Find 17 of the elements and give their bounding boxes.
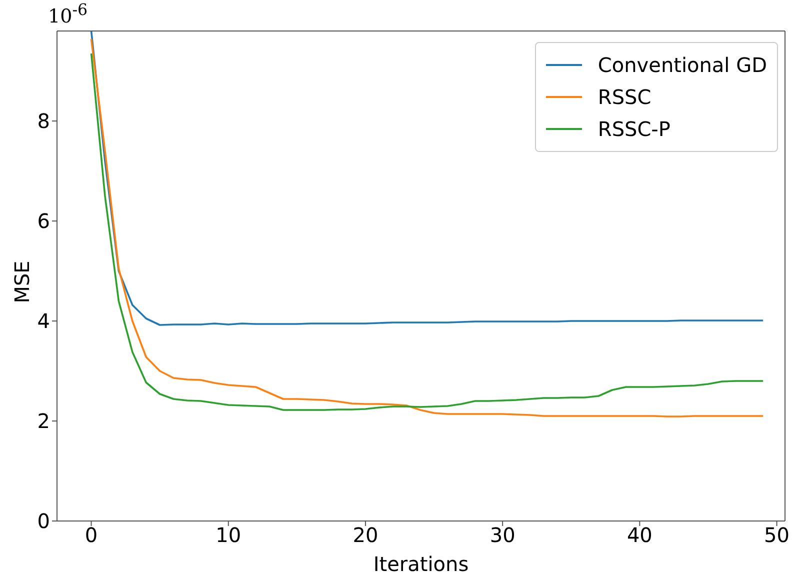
x-tick-label: 0 — [84, 523, 98, 548]
x-tick-label: 20 — [352, 523, 378, 548]
y-tick-label: 2 — [37, 409, 50, 434]
y-tick-label: 8 — [37, 109, 50, 134]
line-series — [90, 31, 764, 326]
legend-label: RSSC-P — [598, 117, 670, 141]
x-tick-label: 40 — [626, 523, 652, 548]
x-tick-label: 50 — [764, 523, 790, 548]
x-axis-title: Iterations — [373, 552, 469, 576]
y-tick-label: 4 — [37, 309, 50, 334]
text: 10$^{-6}$ — [48, 0, 88, 28]
legend-label: Conventional GD — [598, 53, 767, 77]
x-tick-label: 10 — [216, 523, 242, 548]
y-axis-title: MSE — [10, 260, 34, 304]
y-tick-label: 6 — [37, 209, 50, 234]
x-tick-label: 30 — [490, 523, 516, 548]
legend-label: RSSC — [598, 85, 652, 109]
